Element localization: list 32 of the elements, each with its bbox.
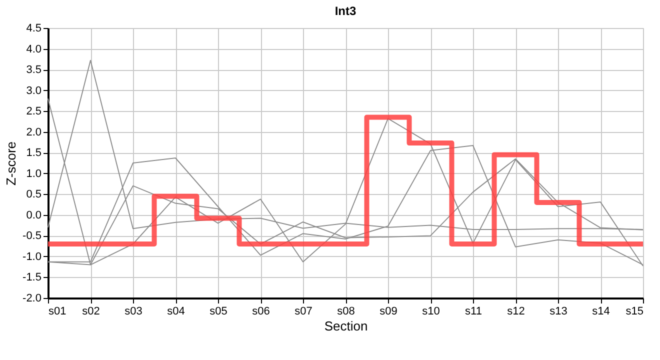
y-tick-label: -1.5 — [22, 272, 42, 284]
y-axis-title: Z-score — [4, 141, 19, 186]
x-tick-label: s13 — [550, 306, 568, 318]
x-tick-label: s10 — [422, 306, 440, 318]
x-tick-label: s14 — [592, 306, 610, 318]
y-tick-label: 2.5 — [26, 106, 42, 118]
y-tick-label: -1.0 — [22, 250, 42, 263]
chart-title: Int3 — [334, 4, 356, 18]
x-tick-label: s03 — [124, 306, 142, 318]
x-tick-label: s09 — [380, 306, 398, 318]
y-tick-label: 0.0 — [26, 209, 42, 222]
y-tick-label: -2.0 — [22, 292, 42, 304]
y-tick-label: 3.5 — [26, 64, 42, 76]
y-tick-label: 4.5 — [26, 22, 42, 34]
x-tick-label: s15 — [626, 306, 644, 318]
x-tick-label: s11 — [465, 306, 482, 318]
x-tick-label: s12 — [507, 306, 525, 318]
y-tick-label: -0.5 — [22, 230, 42, 242]
x-tick-label: s07 — [294, 306, 312, 318]
x-tick-label: s02 — [82, 306, 100, 318]
y-tick-label: 1.0 — [26, 168, 42, 180]
x-tick-label: s04 — [167, 306, 185, 318]
x-axis-title: Section — [324, 318, 368, 334]
y-tick-label: 4.0 — [26, 43, 42, 56]
y-tick-label: 3.0 — [26, 84, 42, 97]
y-tick-label: 0.5 — [26, 188, 42, 201]
x-tick-label: s05 — [210, 306, 228, 318]
y-tick-label: 2.0 — [26, 126, 42, 138]
x-tick-label: s06 — [252, 306, 270, 318]
y-tick-label: 1.5 — [26, 147, 42, 160]
x-tick-label: s01 — [48, 306, 66, 318]
x-tick-label: s08 — [337, 306, 355, 318]
